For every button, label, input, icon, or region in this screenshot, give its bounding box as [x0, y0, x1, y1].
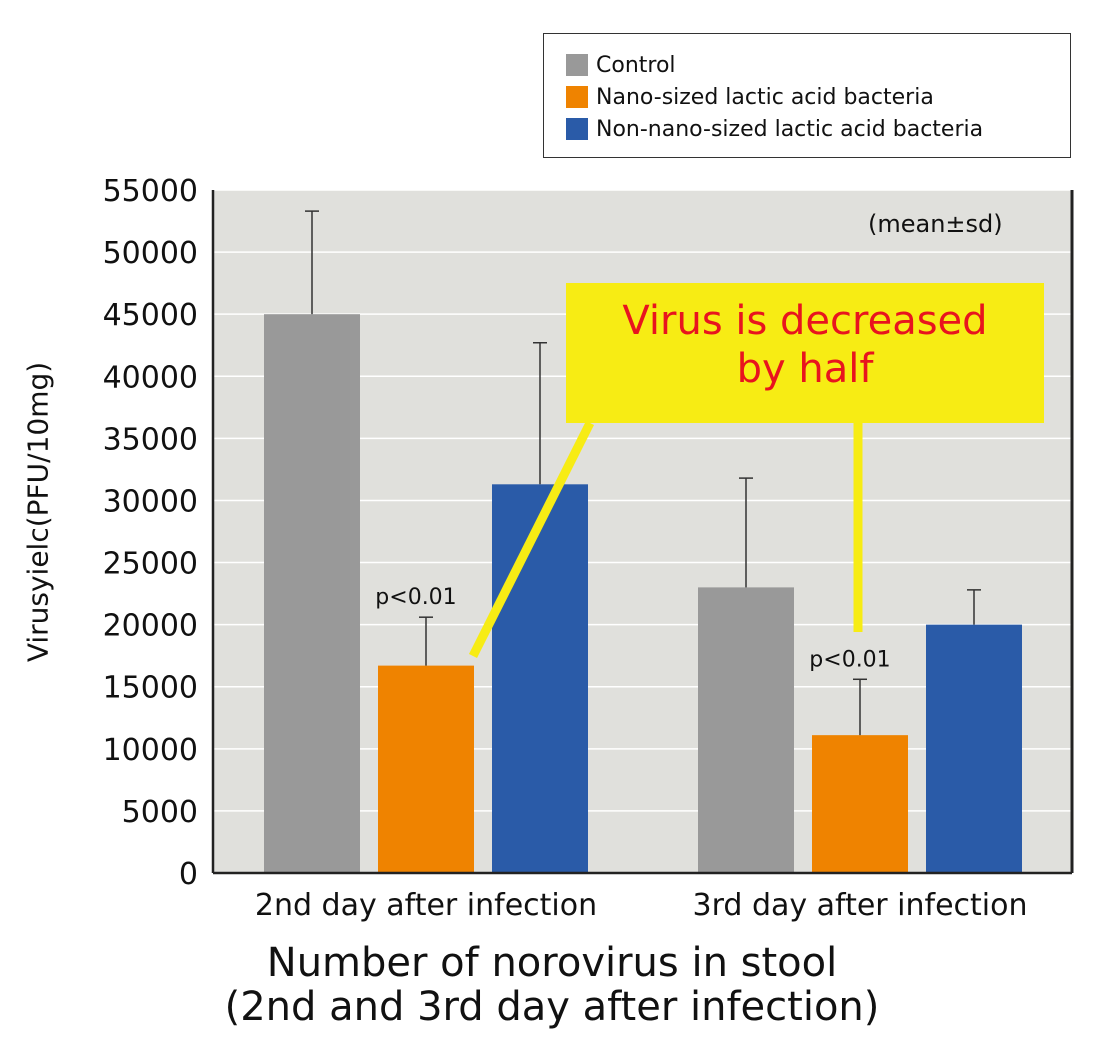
legend-item-nano: Nano-sized lactic acid bacteria: [566, 82, 934, 112]
callout-box: Virus is decreased by half: [566, 283, 1044, 423]
legend-swatch-non-nano: [566, 118, 588, 140]
bar: [378, 665, 474, 873]
y-tick-label: 25000: [103, 547, 198, 582]
x-tick-label: 3rd day after infection: [692, 888, 1027, 923]
bar: [492, 484, 588, 873]
x-axis-title: Number of norovirus in stool: [266, 940, 838, 986]
legend-label-non-nano: Non-nano-sized lactic acid bacteria: [596, 116, 984, 142]
y-tick-label: 0: [179, 857, 198, 892]
legend-label-nano: Nano-sized lactic acid bacteria: [596, 84, 934, 110]
legend-item-non-nano: Non-nano-sized lactic acid bacteria: [566, 114, 983, 144]
significance-label: p<0.01: [809, 647, 890, 672]
callout-text: Virus is decreased by half: [566, 297, 1044, 393]
y-tick-labels: 0 5000 10000 15000 20000 25000 30000 35000 40000…: [103, 174, 198, 892]
y-tick-label: 35000: [103, 422, 198, 457]
y-tick-label: 55000: [103, 174, 198, 209]
legend-swatch-control: [566, 54, 588, 76]
error-bars: [305, 210, 981, 736]
significance-label: p<0.01: [375, 585, 456, 610]
y-tick-label: 30000: [103, 484, 198, 519]
significance-labels: p<0.01 p<0.01: [375, 585, 890, 672]
y-tick-label: 15000: [103, 671, 198, 706]
bar: [698, 587, 794, 873]
callout-line-1: Virus is decreased: [622, 298, 988, 344]
callout-line-2: by half: [736, 346, 874, 392]
y-tick-label: 50000: [103, 236, 198, 271]
bar: [264, 314, 360, 873]
bar: [926, 624, 1022, 873]
legend-label-control: Control: [596, 52, 676, 78]
callout-connector-1: [468, 420, 595, 659]
y-tick-label: 10000: [103, 733, 198, 768]
axes: [211, 190, 1074, 875]
bar: [812, 735, 908, 873]
y-axis-label: Virusyielc(PFU/10mg): [21, 361, 55, 663]
x-tick-label: 2nd day after infection: [255, 888, 597, 923]
x-axis-title-2: (2nd and 3rd day after infection): [224, 984, 880, 1030]
callout-connectors: [468, 420, 863, 659]
legend: Control Nano-sized lactic acid bacteria …: [543, 33, 1071, 158]
y-tick-label: 40000: [103, 360, 198, 395]
y-tick-label: 20000: [103, 609, 198, 644]
mean-sd-note: (mean±sd): [868, 210, 1003, 238]
legend-swatch-nano: [566, 86, 588, 108]
x-tick-labels: 2nd day after infection 3rd day after inf…: [255, 888, 1028, 923]
y-tick-label: 5000: [122, 795, 198, 830]
legend-item-control: Control: [566, 50, 676, 80]
y-tick-label: 45000: [103, 298, 198, 333]
bars: [264, 314, 1022, 873]
